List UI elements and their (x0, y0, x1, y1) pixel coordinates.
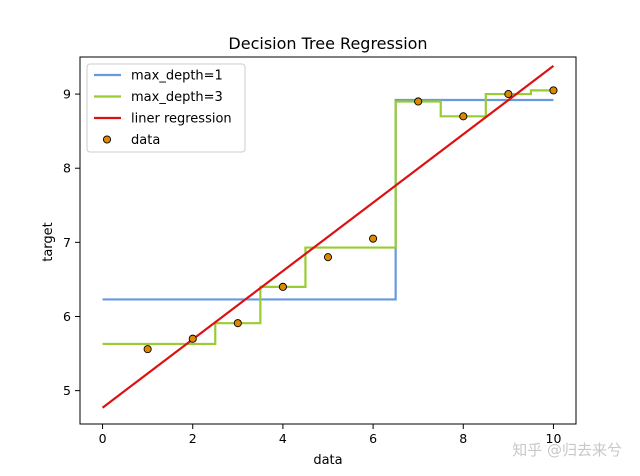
x-tick-label: 0 (99, 431, 107, 446)
plot-frame (79, 56, 577, 425)
plot-area (79, 56, 577, 425)
y-tick-label: 5 (63, 383, 71, 398)
y-tick-label: 8 (63, 161, 71, 176)
legend-box (86, 63, 246, 153)
x-tick-label: 2 (189, 431, 197, 446)
data-point (188, 334, 197, 343)
legend-label: data (131, 133, 160, 148)
chart-title: Decision Tree Regression (228, 34, 427, 53)
legend-label: liner regression (131, 112, 232, 127)
data-point (323, 253, 333, 262)
y-tick-label: 6 (63, 309, 71, 324)
x-tick-label: 6 (369, 431, 377, 446)
data-point (414, 97, 423, 106)
x-tick-label: 4 (279, 431, 287, 446)
y-tick-label: 9 (63, 87, 71, 102)
legend-label: max_depth=1 (131, 69, 223, 84)
watermark: 知乎 @归去来兮 (512, 441, 622, 459)
x-tick-label: 10 (546, 431, 562, 446)
data-point (504, 90, 513, 99)
data-point (143, 345, 152, 354)
x-axis: 0 2 4 6 8 10 (99, 424, 562, 446)
data-point (278, 282, 287, 291)
legend-label: max_depth=3 (131, 90, 223, 105)
y-tick-label: 7 (63, 235, 71, 250)
data-point (549, 86, 558, 95)
y-axis: 5 6 7 8 9 (63, 87, 80, 398)
data-point (233, 319, 242, 328)
x-tick-label: 8 (459, 431, 467, 446)
series-line-2 (101, 65, 555, 409)
legend-marker (102, 135, 112, 144)
x-axis-label: data (313, 453, 342, 468)
data-point (369, 234, 378, 243)
y-axis-label: target (41, 222, 56, 262)
data-point (459, 112, 468, 121)
